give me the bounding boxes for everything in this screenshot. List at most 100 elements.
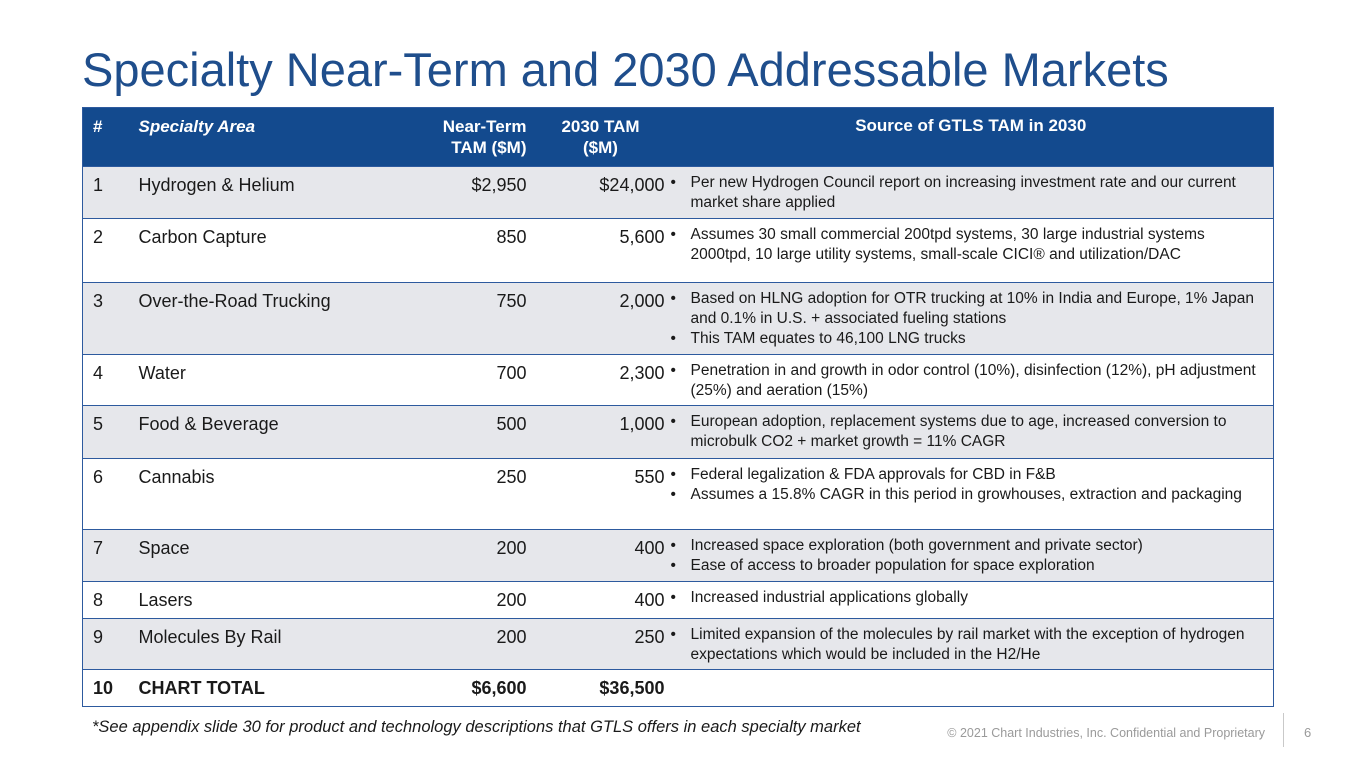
table-row: 3 Over-the-Road Trucking 750 2,000 • Based on… — [82, 282, 1274, 355]
row-number: 4 — [93, 363, 104, 383]
source-text: Federal legalization & FDA approvals for… — [690, 466, 1056, 483]
specialty-area: Carbon Capture — [138, 227, 267, 247]
tam-2030: 5,600 — [619, 227, 665, 247]
source-bullets: • Based on HLNG adoption for OTR trucking… — [669, 283, 1274, 349]
near-term-tam: 750 — [496, 291, 527, 311]
specialty-area: Cannabis — [138, 467, 215, 487]
bullet-glyph: • — [670, 362, 676, 379]
tam-table: # Specialty Area Near-Term TAM ($M) 2030… — [82, 107, 1274, 707]
source-bullets: • Federal legalization & FDA approvals fo… — [669, 459, 1274, 505]
header-2030-line2: ($M) — [583, 138, 618, 157]
source-text: European adoption, replacement systems d… — [690, 413, 1227, 450]
table-row: 7 Space 200 400 • Increased space exploration… — [82, 529, 1274, 582]
header-near-term-tam: Near-Term TAM ($M) — [438, 107, 537, 167]
source-cell: • Penetration in and growth in odor contr… — [668, 354, 1274, 406]
near-term-tam: 250 — [496, 467, 527, 487]
source-bullet: • Limited expansion of the molecules by r… — [669, 625, 1266, 665]
near-term-tam: 850 — [496, 227, 527, 247]
table-row: 1 Hydrogen & Helium $2,950 $24,000 • Per new … — [82, 166, 1274, 219]
source-bullet: • European adoption, replacement systems … — [669, 412, 1266, 452]
tam-2030: 250 — [634, 627, 665, 647]
table-header-row: # Specialty Area Near-Term TAM ($M) 2030… — [82, 107, 1274, 167]
tam-2030: 2,000 — [619, 291, 665, 311]
header-2030-tam: 2030 TAM ($M) — [536, 107, 669, 167]
total-source-empty — [668, 669, 1274, 707]
source-cell: • Limited expansion of the molecules by r… — [668, 618, 1274, 670]
near-term-tam: 200 — [496, 590, 527, 610]
total-near-term-tam: $6,600 — [471, 678, 527, 698]
source-text: Limited expansion of the molecules by ra… — [690, 626, 1245, 663]
row-number: 1 — [93, 175, 104, 195]
tam-2030: 1,000 — [619, 414, 665, 434]
table-row: 8 Lasers 200 400 • Increased industrial appli… — [82, 581, 1274, 619]
specialty-area: Water — [138, 363, 186, 383]
source-bullets: • Assumes 30 small commercial 200tpd syst… — [669, 219, 1274, 265]
row-number: 5 — [93, 414, 104, 434]
source-bullet: • Increased space exploration (both gover… — [669, 536, 1266, 556]
source-text: Based on HLNG adoption for OTR trucking … — [690, 290, 1255, 327]
source-cell: • Federal legalization & FDA approvals fo… — [668, 458, 1274, 530]
header-source: Source of GTLS TAM in 2030 — [668, 107, 1274, 167]
page-number: 6 — [1304, 725, 1312, 740]
source-bullet: • Federal legalization & FDA approvals fo… — [669, 465, 1266, 485]
total-number: 10 — [93, 678, 114, 698]
source-text: Per new Hydrogen Council report on incre… — [690, 174, 1236, 211]
near-term-tam: 500 — [496, 414, 527, 434]
bullet-glyph: • — [670, 466, 676, 483]
tam-2030: 400 — [634, 538, 665, 558]
table-row: 9 Molecules By Rail 200 250 • Limited expansi… — [82, 618, 1274, 670]
near-term-tam: 700 — [496, 363, 527, 383]
source-text: Increased industrial applications global… — [690, 589, 968, 606]
header-2030-line1: 2030 TAM — [561, 117, 640, 136]
tam-2030: $24,000 — [599, 175, 665, 195]
near-term-tam: 200 — [496, 538, 527, 558]
source-bullets: • Increased space exploration (both gover… — [669, 530, 1274, 576]
source-bullet: • This TAM equates to 46,100 LNG trucks — [669, 329, 1266, 349]
source-bullets: • Increased industrial applications globa… — [669, 582, 1274, 608]
bullet-glyph: • — [670, 290, 676, 307]
header-specialty-area: Specialty Area — [138, 107, 439, 167]
footer-divider — [1283, 713, 1284, 747]
bullet-glyph: • — [670, 413, 676, 430]
header-near-term-line1: Near-Term — [442, 117, 527, 136]
header-near-term-line2: TAM ($M) — [451, 138, 527, 157]
source-cell: • European adoption, replacement systems … — [668, 405, 1274, 459]
bullet-glyph: • — [670, 626, 676, 643]
row-number: 7 — [93, 538, 104, 558]
bullet-glyph: • — [670, 537, 676, 554]
source-bullet: • Assumes 30 small commercial 200tpd syst… — [669, 225, 1266, 265]
source-text: Increased space exploration (both govern… — [690, 537, 1143, 554]
bullet-glyph: • — [670, 226, 676, 243]
table-row: 6 Cannabis 250 550 • Federal legalization & F… — [82, 458, 1274, 530]
source-bullets: • Per new Hydrogen Council report on incr… — [669, 167, 1274, 213]
row-number: 6 — [93, 467, 104, 487]
specialty-area: Lasers — [138, 590, 193, 610]
specialty-area: Space — [138, 538, 190, 558]
source-bullet: • Per new Hydrogen Council report on incr… — [669, 173, 1266, 213]
table-row: 5 Food & Beverage 500 1,000 • European adopti… — [82, 405, 1274, 459]
source-bullets: • European adoption, replacement systems … — [669, 406, 1274, 452]
source-cell: • Assumes 30 small commercial 200tpd syst… — [668, 218, 1274, 283]
source-bullet: • Penetration in and growth in odor contr… — [669, 361, 1266, 401]
table-row: 2 Carbon Capture 850 5,600 • Assumes 30 small… — [82, 218, 1274, 283]
source-bullet: • Ease of access to broader population fo… — [669, 556, 1266, 576]
table-row: 4 Water 700 2,300 • Penetration in and growth… — [82, 354, 1274, 406]
source-cell: • Per new Hydrogen Council report on incr… — [668, 166, 1274, 219]
source-bullets: • Penetration in and growth in odor contr… — [669, 355, 1274, 401]
near-term-tam: $2,950 — [471, 175, 527, 195]
source-bullet: • Assumes a 15.8% CAGR in this period in … — [669, 485, 1266, 505]
bullet-glyph: • — [670, 174, 676, 191]
specialty-area: Hydrogen & Helium — [138, 175, 295, 195]
table-body: 1 Hydrogen & Helium $2,950 $24,000 • Per new … — [82, 166, 1274, 707]
tam-2030: 2,300 — [619, 363, 665, 383]
bullet-glyph: • — [670, 330, 676, 347]
near-term-tam: 200 — [496, 627, 527, 647]
bullet-glyph: • — [670, 557, 676, 574]
bullet-glyph: • — [670, 589, 676, 606]
source-text: This TAM equates to 46,100 LNG trucks — [690, 330, 966, 347]
row-number: 8 — [93, 590, 104, 610]
page-title: Specialty Near-Term and 2030 Addressable… — [82, 43, 1169, 96]
source-bullet: • Based on HLNG adoption for OTR trucking… — [669, 289, 1266, 329]
header-num: # — [82, 107, 139, 167]
total-row: 10 CHART TOTAL $6,600 $36,500 — [82, 669, 1274, 707]
